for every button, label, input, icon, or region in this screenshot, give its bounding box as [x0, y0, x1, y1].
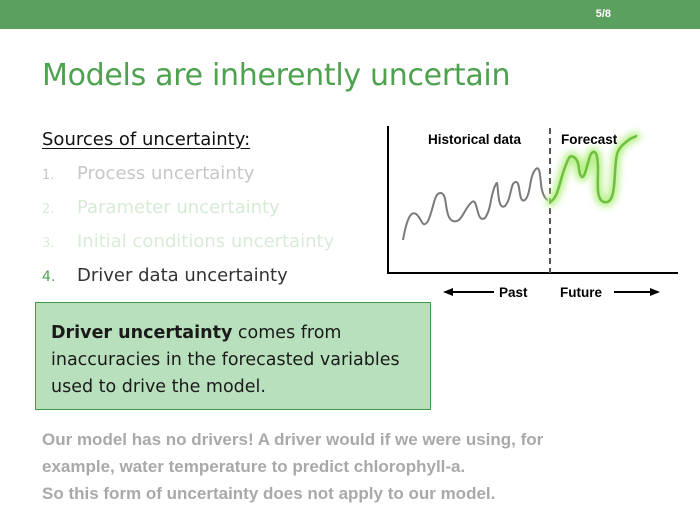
past-label: Past — [499, 285, 528, 300]
forecast-diagram: Historical data Forecast Past Future — [387, 126, 678, 300]
list-label: Driver data uncertainty — [77, 265, 288, 286]
note-text: Our model has no drivers! A driver would… — [42, 426, 682, 507]
driver-uncertainty-callout: Driver uncertainty comes from inaccuraci… — [35, 302, 431, 410]
callout-bold: Driver uncertainty — [51, 323, 233, 343]
page-number: 5/8 — [595, 8, 611, 20]
callout-text: comes from inaccuracies in the forecaste… — [51, 323, 400, 397]
note-line: Our model has no drivers! A driver would… — [42, 430, 544, 449]
list-item: 2. Parameter uncertainty — [42, 197, 334, 231]
list-label: Process uncertainty — [77, 163, 255, 184]
list-item: 1. Process uncertainty — [42, 163, 334, 197]
list-item: 3. Initial conditions uncertainty — [42, 231, 334, 265]
note-line: So this form of uncertainty does not app… — [42, 484, 496, 503]
list-number: 1. — [42, 168, 55, 183]
list-label: Parameter uncertainty — [77, 197, 280, 218]
note-line: example, water temperature to predict ch… — [42, 457, 466, 476]
sources-heading: Sources of uncertainty: — [42, 129, 251, 150]
list-label: Initial conditions uncertainty — [77, 231, 335, 252]
list-number: 4. — [42, 269, 56, 285]
forecast-line — [548, 134, 638, 204]
list-item: 4. Driver data uncertainty — [42, 265, 334, 299]
future-label: Future — [560, 285, 602, 300]
historical-label: Historical data — [428, 132, 522, 147]
historical-line — [402, 167, 549, 241]
list-number: 3. — [42, 236, 55, 251]
sources-list: 1. Process uncertainty 2. Parameter uncert… — [42, 163, 334, 299]
slide-title: Models are inherently uncertain — [42, 58, 511, 93]
forecast-label: Forecast — [561, 132, 618, 147]
slide-header-bar: 5/8 — [0, 0, 700, 29]
list-number: 2. — [42, 202, 55, 217]
